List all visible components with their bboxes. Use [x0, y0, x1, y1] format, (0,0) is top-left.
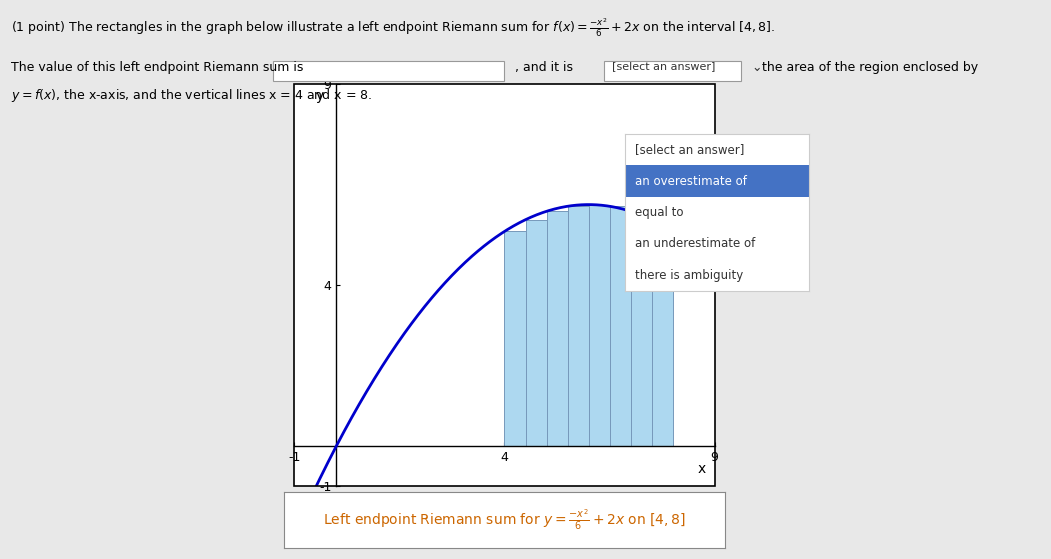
Text: an overestimate of: an overestimate of	[635, 174, 746, 188]
Bar	[504, 231, 526, 446]
Bar	[547, 211, 568, 446]
Text: y: y	[315, 89, 324, 103]
Text: x: x	[698, 462, 706, 476]
Bar	[652, 220, 673, 446]
Text: there is ambiguity: there is ambiguity	[635, 268, 743, 282]
Text: $y = f(x)$, the x-axis, and the vertical lines x = 4 and x = 8.: $y = f(x)$, the x-axis, and the vertical…	[11, 87, 372, 103]
Text: [select an answer]: [select an answer]	[635, 143, 744, 157]
Text: equal to: equal to	[635, 206, 683, 219]
Text: The value of this left endpoint Riemann sum is: The value of this left endpoint Riemann …	[11, 61, 303, 74]
Bar	[568, 206, 589, 446]
Text: , and it is: , and it is	[515, 61, 573, 74]
Bar	[610, 206, 631, 446]
Bar	[589, 205, 610, 446]
Bar	[625, 165, 809, 197]
Text: (1 point) The rectangles in the graph below illustrate a left endpoint Riemann s: (1 point) The rectangles in the graph be…	[11, 17, 775, 39]
Text: an underestimate of: an underestimate of	[635, 237, 755, 250]
Text: Left endpoint Riemann sum for $y = \frac{-x^2}{6} + 2x$ on $[4, 8]$: Left endpoint Riemann sum for $y = \frac…	[323, 508, 686, 532]
Bar	[631, 211, 652, 446]
Text: ⌄: ⌄	[751, 61, 762, 74]
Text: [select an answer]: [select an answer]	[612, 61, 715, 72]
Text: the area of the region enclosed by: the area of the region enclosed by	[762, 61, 978, 74]
Bar	[526, 220, 547, 446]
